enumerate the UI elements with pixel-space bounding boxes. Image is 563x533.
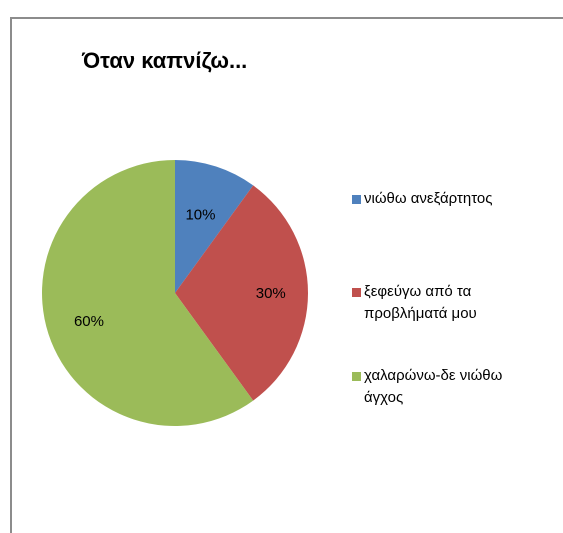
legend-item-3: χαλαρώνω-δε νιώθω άγχος <box>352 367 502 409</box>
legend-swatch-2 <box>352 288 361 297</box>
legend-item-1: νιώθω ανεξάρτητος <box>352 190 492 210</box>
legend-label-1: νιώθω ανεξάρτητος <box>364 190 493 207</box>
pie-slice-1 <box>175 160 254 293</box>
legend-swatch-3 <box>352 372 361 381</box>
legend-swatch-1 <box>352 195 361 204</box>
pie-slice-3 <box>42 159 254 426</box>
slice-label-3: 60% <box>74 313 104 330</box>
legend-item-2: ξεφεύγω από τα προβλήματά μου <box>352 283 477 325</box>
legend-label-2: ξεφεύγω από τα προβλήματά μου <box>364 283 477 322</box>
slice-label-2: 30% <box>256 285 286 302</box>
legend-label-3: χαλαρώνω-δε νιώθω άγχος <box>364 367 503 406</box>
chart-title: Όταν καπνίζω... <box>82 48 248 73</box>
slice-label-1: 10% <box>185 207 215 224</box>
pie-slice-2 <box>175 185 308 401</box>
